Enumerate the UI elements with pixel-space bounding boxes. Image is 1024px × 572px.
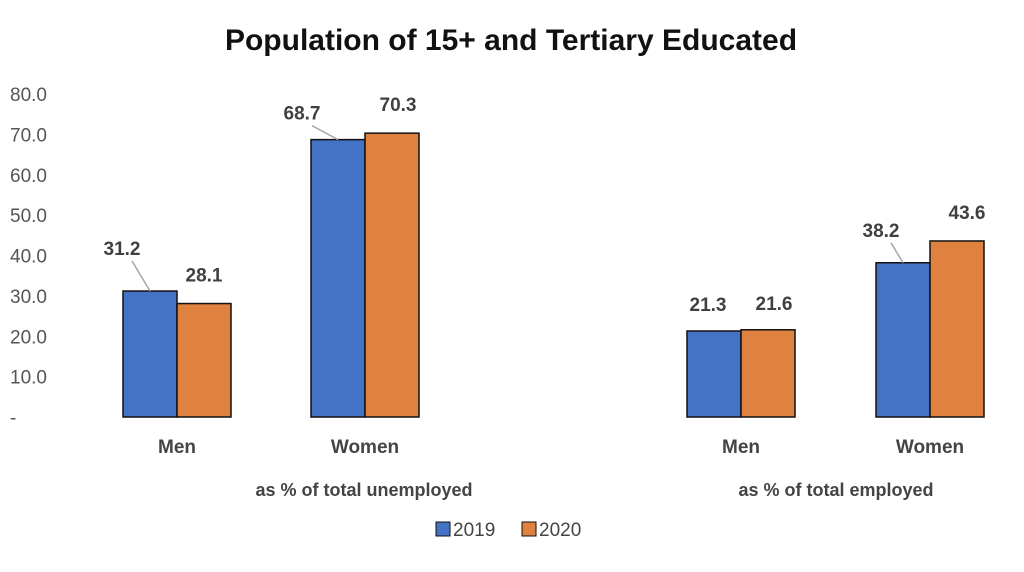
legend-swatch-2019: [435, 521, 451, 537]
leader-line: [131, 260, 151, 292]
y-tick-label: -: [10, 408, 16, 429]
leader-line: [890, 242, 904, 264]
bar-2019-women: [310, 138, 366, 418]
y-tick-label: 70.0: [10, 125, 47, 146]
bar-2020-men: [176, 302, 232, 418]
category-label: Women: [331, 437, 399, 458]
category-label: Men: [158, 437, 196, 458]
leader-line: [311, 124, 339, 141]
bar-2020-men: [740, 329, 796, 418]
legend-label: 2020: [539, 520, 581, 541]
data-label: 38.2: [863, 221, 900, 242]
data-label: 28.1: [186, 266, 223, 287]
y-tick-label: 10.0: [10, 368, 47, 389]
chart-title: Population of 15+ and Tertiary Educated: [225, 24, 797, 57]
y-tick-label: 60.0: [10, 166, 47, 187]
bar-2019-men: [686, 330, 742, 418]
group-label: as % of total employed: [738, 480, 933, 500]
data-label: 31.2: [104, 239, 141, 260]
y-tick-label: 80.0: [10, 85, 47, 106]
data-label: 21.3: [690, 295, 727, 316]
bar-2019-women: [875, 262, 931, 418]
y-tick-label: 30.0: [10, 287, 47, 308]
data-label: 70.3: [380, 95, 417, 116]
legend-label: 2019: [453, 520, 495, 541]
category-label: Women: [896, 437, 964, 458]
y-tick-label: 50.0: [10, 206, 47, 227]
data-label: 68.7: [284, 104, 321, 125]
data-label: 43.6: [949, 203, 986, 224]
bar-2020-women: [364, 132, 420, 418]
category-label: Men: [722, 437, 760, 458]
bar-2020-women: [929, 240, 985, 418]
y-tick-label: 40.0: [10, 247, 47, 268]
y-tick-label: 20.0: [10, 327, 47, 348]
group-label: as % of total unemployed: [255, 480, 472, 500]
legend-swatch-2020: [521, 521, 537, 537]
bar-2019-men: [122, 290, 178, 418]
data-label: 21.6: [756, 294, 793, 315]
